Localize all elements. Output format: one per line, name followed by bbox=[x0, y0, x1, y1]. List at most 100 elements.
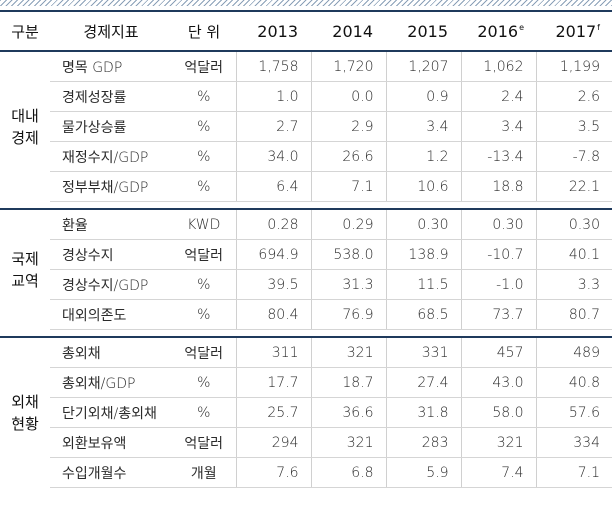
table-row: 수입개월수 개월 7.6 6.8 5.9 7.4 7.1 bbox=[0, 457, 612, 488]
value-cell: 18.8 bbox=[460, 171, 536, 202]
value-cell: 7.1 bbox=[310, 171, 386, 202]
table-row: 외환보유액 억달러 294 321 283 321 334 bbox=[0, 427, 612, 458]
header-indicator: 경제지표 bbox=[50, 10, 172, 52]
top-hatch-decoration bbox=[0, 0, 612, 6]
value-cell: 0.30 bbox=[460, 208, 536, 240]
value-cell: 321 bbox=[310, 336, 386, 368]
value-cell: 22.1 bbox=[535, 171, 612, 202]
value-cell: 7.1 bbox=[535, 457, 612, 488]
value-cell: 39.5 bbox=[235, 269, 311, 300]
table-row: 경상수지 억달러 694.9 538.0 138.9 -10.7 40.1 bbox=[0, 239, 612, 270]
value-cell: 80.4 bbox=[235, 299, 311, 330]
value-cell: 0.30 bbox=[385, 208, 461, 240]
indicator-label: 재정수지/GDP bbox=[50, 141, 172, 172]
value-cell: 40.8 bbox=[535, 367, 612, 398]
indicator-label: 수입개월수 bbox=[50, 457, 172, 488]
header-year: 2015 bbox=[386, 10, 461, 52]
year-mark: e bbox=[519, 23, 524, 33]
value-cell: 1.0 bbox=[235, 81, 311, 112]
table-body: 대내 경제 명목 GDP 억달러 1,758 1,720 1,207 1,062 1,199 경제… bbox=[0, 51, 612, 488]
value-cell: 1,720 bbox=[310, 51, 386, 82]
unit-cell: % bbox=[172, 367, 236, 398]
value-cell: 0.0 bbox=[310, 81, 386, 112]
value-cell: -7.8 bbox=[535, 141, 612, 172]
indicator-label: 경제성장률 bbox=[50, 81, 172, 112]
indicator-label: 정부부채/GDP bbox=[50, 171, 172, 202]
header-group: 구분 bbox=[0, 10, 50, 52]
indicator-label: 대외의존도 bbox=[50, 299, 172, 330]
header-year: 2013 bbox=[236, 10, 311, 52]
indicator-label: 단기외채/총외채 bbox=[50, 397, 172, 428]
section-gap bbox=[0, 330, 612, 338]
value-cell: 25.7 bbox=[235, 397, 311, 428]
value-cell: 58.0 bbox=[460, 397, 536, 428]
unit-cell: 억달러 bbox=[172, 427, 236, 458]
unit-cell: 억달러 bbox=[172, 51, 236, 82]
value-cell: 2.4 bbox=[460, 81, 536, 112]
section-title-line1: 대내 bbox=[11, 106, 39, 125]
table-row: 정부부채/GDP% 6.4 7.1 10.6 18.8 22.1 bbox=[0, 171, 612, 202]
section-gap-cell bbox=[0, 330, 612, 338]
value-cell: 7.6 bbox=[235, 457, 311, 488]
section-title-line2: 경제 bbox=[11, 128, 39, 147]
value-cell: 6.8 bbox=[310, 457, 386, 488]
value-cell: 294 bbox=[235, 427, 311, 458]
year-label: 2017 bbox=[555, 21, 597, 41]
value-cell: 1,207 bbox=[385, 51, 461, 82]
value-cell: 6.4 bbox=[235, 171, 311, 202]
indicator-label: 총외채/GDP bbox=[50, 367, 172, 398]
year-label: 2016 bbox=[477, 21, 519, 41]
unit-cell: 개월 bbox=[172, 457, 236, 488]
value-cell: 73.7 bbox=[460, 299, 536, 330]
economic-indicators-table: 구분 경제지표 단 위 2013 2014 2015 2016e 2017f 대… bbox=[0, 10, 612, 488]
value-cell: 3.5 bbox=[535, 111, 612, 142]
section-title-line2: 현황 bbox=[11, 414, 39, 433]
indicator-label: 환율 bbox=[50, 208, 172, 240]
value-cell: -1.0 bbox=[460, 269, 536, 300]
value-cell: 34.0 bbox=[235, 141, 311, 172]
value-cell: -10.7 bbox=[460, 239, 536, 270]
unit-cell: % bbox=[172, 141, 236, 172]
value-cell: 27.4 bbox=[385, 367, 461, 398]
header-year: 2014 bbox=[311, 10, 386, 52]
value-cell: 17.7 bbox=[235, 367, 311, 398]
value-cell: 5.9 bbox=[385, 457, 461, 488]
value-cell: 68.5 bbox=[385, 299, 461, 330]
value-cell: 694.9 bbox=[235, 239, 311, 270]
unit-cell: % bbox=[172, 299, 236, 330]
table-row: 외채 현황 총외채 억달러 311 321 331 457 489 bbox=[0, 336, 612, 488]
year-label: 2014 bbox=[332, 21, 373, 41]
value-cell: 1,199 bbox=[535, 51, 612, 82]
value-cell: 0.9 bbox=[385, 81, 461, 112]
unit-cell: % bbox=[172, 397, 236, 428]
value-cell: 36.6 bbox=[310, 397, 386, 428]
value-cell: 0.29 bbox=[310, 208, 386, 240]
header-year: 2016e bbox=[461, 10, 536, 52]
value-cell: 2.7 bbox=[235, 111, 311, 142]
indicator-label: 경상수지/GDP bbox=[50, 269, 172, 300]
unit-cell: % bbox=[172, 171, 236, 202]
value-cell: 457 bbox=[460, 336, 536, 368]
value-cell: 40.1 bbox=[535, 239, 612, 270]
value-cell: 1,758 bbox=[235, 51, 311, 82]
value-cell: 26.6 bbox=[310, 141, 386, 172]
value-cell: 311 bbox=[235, 336, 311, 368]
unit-cell: 억달러 bbox=[172, 239, 236, 270]
value-cell: 3.4 bbox=[385, 111, 461, 142]
value-cell: -13.4 bbox=[460, 141, 536, 172]
table-row: 재정수지/GDP% 34.0 26.6 1.2 -13.4 -7.8 bbox=[0, 141, 612, 172]
table-row: 국제 교역 환율 KWD 0.28 0.29 0.30 0.30 0.30 bbox=[0, 208, 612, 330]
value-cell: 321 bbox=[310, 427, 386, 458]
indicator-label: 총외채 bbox=[50, 336, 172, 368]
value-cell: 321 bbox=[460, 427, 536, 458]
value-cell: 283 bbox=[385, 427, 461, 458]
indicator-label: 명목 GDP bbox=[50, 51, 172, 82]
value-cell: 2.9 bbox=[310, 111, 386, 142]
value-cell: 1,062 bbox=[460, 51, 536, 82]
value-cell: 10.6 bbox=[385, 171, 461, 202]
unit-cell: KWD bbox=[172, 208, 236, 240]
table-row: 경상수지/GDP% 39.5 31.3 11.5 -1.0 3.3 bbox=[0, 269, 612, 300]
value-cell: 43.0 bbox=[460, 367, 536, 398]
header-unit: 단 위 bbox=[172, 10, 236, 52]
